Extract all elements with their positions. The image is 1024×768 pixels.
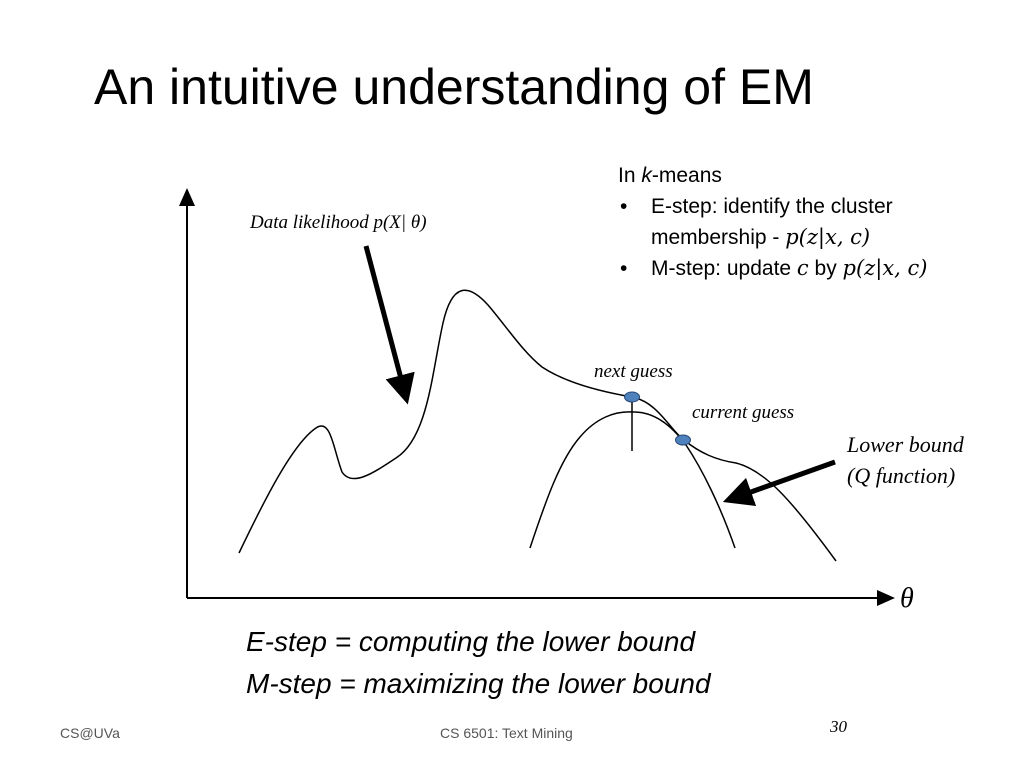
kmeans-notes: In k-means • E-step: identify the cluste…: [618, 160, 1018, 284]
bullet-icon: •: [620, 257, 628, 280]
next-guess-label: next guess: [594, 361, 673, 382]
kmeans-estep-item: • E-step: identify the cluster: [618, 191, 1018, 222]
data-likelihood-label: Data likelihood p(X| θ): [250, 212, 427, 233]
theta-axis-label: θ: [900, 583, 914, 614]
slide-title: An intuitive understanding of EM: [94, 59, 814, 115]
mstep-summary: M-step = maximizing the lower bound: [246, 668, 711, 699]
likelihood-arrow: [363, 245, 415, 405]
kmeans-intro: In k-means: [618, 164, 722, 187]
current-guess-point: [675, 434, 691, 446]
lower-bound-arrow: [722, 459, 836, 507]
current-guess-label: current guess: [692, 402, 795, 423]
estep-summary: E-step = computing the lower bound: [246, 626, 696, 657]
page-number: 30: [830, 717, 847, 736]
footer-left: CS@UVa: [60, 725, 120, 741]
kmeans-mstep-item: • M-step: update c by p(z|x, c): [618, 253, 1018, 284]
footer-center: CS 6501: Text Mining: [440, 725, 573, 741]
next-guess-point: [624, 391, 640, 403]
kmeans-estep-item-cont: membership - p(z|x, c): [651, 225, 871, 249]
lower-bound-label: Lower bound: [847, 432, 964, 457]
q-function-label: (Q function): [847, 463, 956, 488]
data-likelihood-curve: [238, 289, 837, 562]
bullet-icon: •: [620, 195, 628, 218]
em-summary: E-step = computing the lower bound M-ste…: [246, 621, 711, 705]
